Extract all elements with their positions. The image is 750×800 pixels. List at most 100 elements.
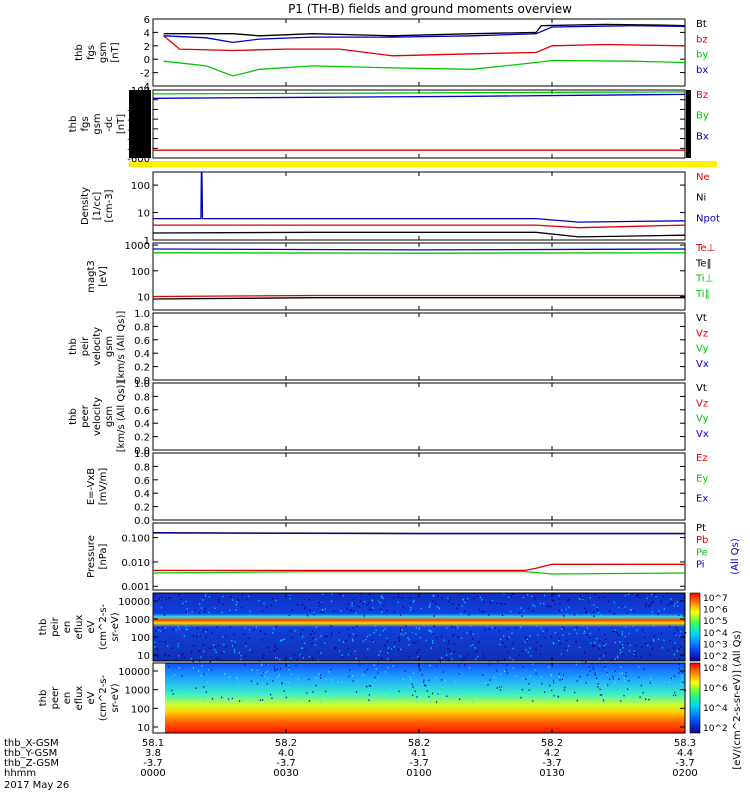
peer_spec-speckle — [674, 691, 676, 694]
peir_spec-speckle — [462, 598, 464, 601]
peir_spec-speckle — [463, 657, 465, 659]
peir_spec-speckle — [475, 658, 477, 661]
peer_spec-speckle — [606, 673, 609, 676]
peir_spec-speckle — [525, 636, 528, 639]
fgs_dc-legend-1: By — [696, 111, 709, 122]
peir_spec-speckle — [376, 601, 378, 603]
peer_spec-speckle — [675, 694, 677, 697]
peir_spec-speckle — [322, 609, 324, 612]
peir_spec-colorbar-tick: 10^6 — [703, 606, 728, 616]
peir_spec-speckle — [652, 600, 654, 603]
peir_spec-speckle — [457, 636, 459, 638]
peir_spec-speckle — [683, 613, 685, 615]
peir_spec-speckle — [641, 629, 644, 631]
peir_spec-speckle — [249, 648, 251, 651]
peer_velocity-frame — [152, 382, 686, 451]
peer_spec-speckle — [402, 678, 404, 680]
peir_spec-speckle — [196, 635, 198, 637]
peir_spec-speckle — [616, 655, 619, 657]
peer_spec-speckle — [613, 700, 615, 703]
peir_spec-speckle — [175, 659, 177, 662]
peir_spec-speckle — [683, 609, 685, 611]
peer_spec-speckle — [506, 664, 508, 666]
peir_spec-speckle — [500, 638, 502, 641]
peer_spec-speckle — [378, 676, 380, 678]
peer_spec-speckle — [496, 687, 498, 689]
peer_velocity-legend-2: Vy — [696, 414, 709, 425]
peir_spec-speckle — [620, 645, 622, 647]
peir_spec-speckle — [584, 607, 586, 610]
peir_spec-speckle — [163, 614, 166, 616]
peir_spec-speckle — [554, 632, 556, 634]
peer_spec-speckle — [499, 689, 502, 691]
peir_spec-speckle — [460, 613, 462, 615]
peir_spec-speckle — [575, 626, 577, 629]
fgs-dc-black-bar-right — [686, 90, 691, 158]
peir_spec-speckle — [553, 642, 555, 645]
peir_spec-speckle — [393, 611, 395, 613]
peir_spec-speckle — [178, 593, 180, 596]
peir_spec-speckle — [355, 597, 357, 599]
peir_spec-speckle — [200, 607, 203, 609]
peer_spec-speckle — [594, 674, 597, 676]
peer_spec-speckle — [239, 700, 241, 702]
peer_spec-speckle — [266, 683, 268, 685]
peir_spec-speckle — [225, 635, 227, 638]
peir_spec-speckle — [551, 599, 553, 601]
peer_spec-speckle — [320, 701, 322, 703]
peer_spec-speckle — [594, 672, 596, 674]
peer_spec-speckle — [441, 679, 443, 681]
peir_spec-speckle — [625, 626, 627, 628]
peer_velocity-legend-1: Vz — [696, 398, 708, 409]
peir_spec-speckle — [447, 597, 449, 599]
peer_spec-colorbar-tick: 10^8 — [703, 664, 728, 674]
peir_spec-speckle — [330, 625, 332, 627]
peir_spec-speckle — [164, 627, 166, 629]
peir_spec-speckle — [311, 630, 314, 632]
peir_spec-speckle — [313, 613, 315, 616]
peer_spec-speckle — [476, 683, 478, 685]
peer_spec-speckle — [489, 679, 491, 681]
peir_spec-speckle — [175, 629, 177, 631]
peir_spec-speckle — [619, 641, 621, 643]
peir_spec-speckle — [305, 648, 307, 651]
peir_spec-speckle — [312, 637, 314, 639]
peir_spec-speckle — [333, 610, 335, 612]
peir_spec-speckle — [429, 605, 431, 607]
peer_spec-speckle — [297, 678, 299, 680]
peir_spec-speckle — [593, 611, 595, 613]
peir_spec-speckle — [602, 642, 604, 644]
peir_spec-speckle — [384, 627, 386, 630]
peer_spec-speckle — [206, 681, 208, 683]
peir_spec-speckle — [202, 644, 204, 646]
peer_spec-speckle — [389, 695, 392, 697]
peir_spec-speckle — [605, 638, 607, 640]
xaxis-row-value: 4.4 — [677, 748, 693, 759]
pressure-legend-0: Pt — [696, 523, 706, 534]
peer_spec-speckle — [374, 676, 376, 679]
peir_spec-speckle — [178, 655, 180, 657]
peer_spec-speckle — [420, 688, 422, 690]
peer_spec-speckle — [379, 693, 381, 695]
peer_spec-speckle — [203, 686, 205, 688]
fgs-ylabel: gsm — [98, 42, 109, 63]
peir_spec-speckle — [568, 645, 570, 647]
peir_spec-speckle — [157, 627, 159, 629]
peer_spec-speckle — [685, 689, 687, 692]
peir_spec-speckle — [663, 608, 665, 610]
peir_spec-speckle — [629, 644, 631, 647]
peer_spec-speckle — [235, 676, 237, 679]
peir_spec-speckle — [367, 648, 369, 650]
peir_spec-speckle — [275, 614, 277, 617]
peir_spec-speckle — [274, 646, 276, 648]
density-legend-1: Ni — [696, 193, 706, 204]
peer_spec-speckle — [423, 681, 425, 683]
peir_spec-speckle — [653, 635, 656, 637]
peir_spec-speckle — [321, 602, 323, 604]
peer_spec-speckle — [368, 694, 370, 696]
peir_spec-speckle — [512, 593, 514, 595]
peir_spec-speckle — [373, 641, 375, 643]
xaxis-row-value: 58.3 — [674, 738, 696, 749]
peir_spec-speckle — [263, 654, 265, 657]
peer_spec-speckle — [243, 699, 245, 702]
